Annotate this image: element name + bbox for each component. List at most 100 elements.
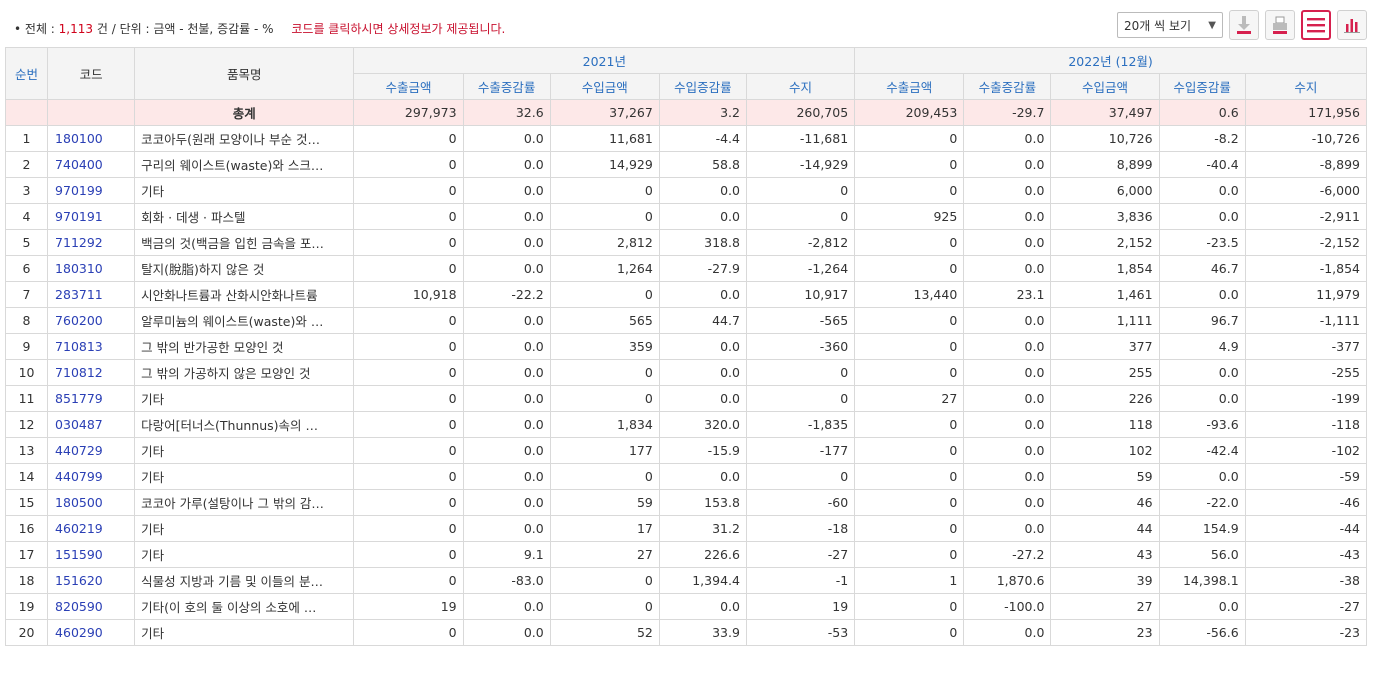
- product-name: 시안화나트륨과 산화시안화나트륨: [134, 281, 355, 308]
- value-cell: 58.8: [658, 151, 747, 178]
- row-seq: 17: [4, 541, 49, 568]
- total-label: 전체 :: [24, 22, 59, 36]
- value-cell: 0: [353, 437, 464, 464]
- value-cell: 0: [353, 151, 464, 178]
- value-cell: 0.0: [963, 333, 1052, 360]
- header-export-amount[interactable]: 수출금액: [353, 73, 464, 100]
- print-button[interactable]: [1265, 10, 1295, 40]
- header-import-rate[interactable]: 수입증감률: [1158, 73, 1246, 100]
- header-balance[interactable]: 수지: [1244, 73, 1368, 100]
- product-name: 백금의 것(백금을 입힌 금속을 포…: [134, 229, 355, 256]
- value-cell: 0: [549, 281, 660, 308]
- header-period-2021: 2021년: [353, 47, 856, 74]
- value-cell: 0: [353, 229, 464, 256]
- value-cell: -40.4: [1158, 151, 1246, 178]
- value-cell: 31.2: [658, 515, 747, 542]
- value-cell: 2,812: [549, 229, 660, 256]
- product-name: 기타: [134, 437, 355, 464]
- product-code-link[interactable]: 711292: [47, 229, 136, 256]
- value-cell: -102: [1244, 437, 1368, 464]
- value-cell: 255: [1050, 359, 1160, 386]
- value-cell: 0.0: [963, 203, 1052, 230]
- value-cell: -565: [745, 307, 856, 334]
- page-size-select[interactable]: 20개 씩 보기 ▼: [1117, 12, 1223, 38]
- value-cell: -43: [1244, 541, 1368, 568]
- header-import-amount[interactable]: 수입금액: [1050, 73, 1160, 100]
- product-code-link[interactable]: 970199: [47, 177, 136, 204]
- bullet: •: [14, 22, 22, 36]
- value-cell: 153.8: [658, 489, 747, 516]
- value-cell: 0.0: [462, 307, 551, 334]
- value-cell: 0: [854, 333, 965, 360]
- product-code-link[interactable]: 851779: [47, 385, 136, 412]
- table-row: 11 851779 기타 0 0.0 0 0.0 0 27 0.0 226 0.0 -199: [4, 385, 1368, 412]
- header-balance[interactable]: 수지: [745, 73, 856, 100]
- download-button[interactable]: [1229, 10, 1259, 40]
- product-code-link[interactable]: 440799: [47, 463, 136, 490]
- product-code-link[interactable]: 180310: [47, 255, 136, 282]
- product-code-link[interactable]: 151620: [47, 567, 136, 594]
- header-import-rate[interactable]: 수입증감률: [658, 73, 747, 100]
- row-seq: 3: [4, 177, 49, 204]
- table-row: 10 710812 그 밖의 가공하지 않은 모양인 것 0 0.0 0 0.0 0 0 0.0 2…: [4, 359, 1368, 386]
- product-name: 기타: [134, 385, 355, 412]
- chevron-down-icon: ▼: [1208, 19, 1216, 31]
- product-code-link[interactable]: 740400: [47, 151, 136, 178]
- value-cell: 0.0: [462, 125, 551, 152]
- value-cell: -377: [1244, 333, 1368, 360]
- value-cell: 0: [353, 125, 464, 152]
- product-code-link[interactable]: 710813: [47, 333, 136, 360]
- product-name: 그 밖의 반가공한 모양인 것: [134, 333, 355, 360]
- value-cell: 0: [854, 463, 965, 490]
- value-cell: 0: [353, 203, 464, 230]
- value-cell: 44: [1050, 515, 1160, 542]
- product-code-link[interactable]: 180100: [47, 125, 136, 152]
- product-code-link[interactable]: 460219: [47, 515, 136, 542]
- value-cell: 0: [745, 359, 856, 386]
- product-code-link[interactable]: 440729: [47, 437, 136, 464]
- value-cell: 1,834: [549, 411, 660, 438]
- value-cell: 0: [745, 463, 856, 490]
- product-code-link[interactable]: 970191: [47, 203, 136, 230]
- value-cell: 0.0: [462, 359, 551, 386]
- row-seq: 18: [4, 567, 49, 594]
- product-code-link[interactable]: 151590: [47, 541, 136, 568]
- value-cell: 1: [854, 567, 965, 594]
- list-view-button[interactable]: [1301, 10, 1331, 40]
- value-cell: 0.0: [963, 255, 1052, 282]
- row-seq: 2: [4, 151, 49, 178]
- header-seq: 순번: [4, 47, 49, 100]
- value-cell: 0.0: [462, 489, 551, 516]
- value-cell: 118: [1050, 411, 1160, 438]
- total-cell: 37,267: [549, 99, 660, 126]
- product-code-link[interactable]: 760200: [47, 307, 136, 334]
- value-cell: -22.2: [462, 281, 551, 308]
- code-click-notice: 코드를 클릭하시면 상세정보가 제공됩니다.: [291, 22, 506, 36]
- total-cell: 260,705: [745, 99, 856, 126]
- product-code-link[interactable]: 283711: [47, 281, 136, 308]
- product-code-link[interactable]: 820590: [47, 593, 136, 620]
- value-cell: 0: [549, 593, 660, 620]
- header-import-amount[interactable]: 수입금액: [549, 73, 660, 100]
- chart-view-button[interactable]: [1337, 10, 1367, 40]
- toolbar: 20개 씩 보기 ▼: [1117, 10, 1367, 40]
- value-cell: 0.0: [1158, 593, 1246, 620]
- table-row: 15 180500 코코아 가루(설탕이나 그 밖의 감… 0 0.0 59 153.8 -6…: [4, 489, 1368, 516]
- product-code-link[interactable]: 460290: [47, 619, 136, 646]
- total-cell: 171,956: [1244, 99, 1368, 126]
- header-export-rate[interactable]: 수출증감률: [462, 73, 551, 100]
- value-cell: -56.6: [1158, 619, 1246, 646]
- value-cell: 377: [1050, 333, 1160, 360]
- product-code-link[interactable]: 710812: [47, 359, 136, 386]
- table-row: 8 760200 알루미늄의 웨이스트(waste)와 … 0 0.0 565 44.7 -5…: [4, 307, 1368, 334]
- value-cell: 0.0: [963, 177, 1052, 204]
- value-cell: -83.0: [462, 567, 551, 594]
- product-code-link[interactable]: 180500: [47, 489, 136, 516]
- value-cell: 27: [1050, 593, 1160, 620]
- header-name: 품목명: [134, 47, 355, 100]
- product-code-link[interactable]: 030487: [47, 411, 136, 438]
- header-export-rate[interactable]: 수출증감률: [963, 73, 1052, 100]
- value-cell: 102: [1050, 437, 1160, 464]
- header-export-amount[interactable]: 수출금액: [854, 73, 965, 100]
- value-cell: -60: [745, 489, 856, 516]
